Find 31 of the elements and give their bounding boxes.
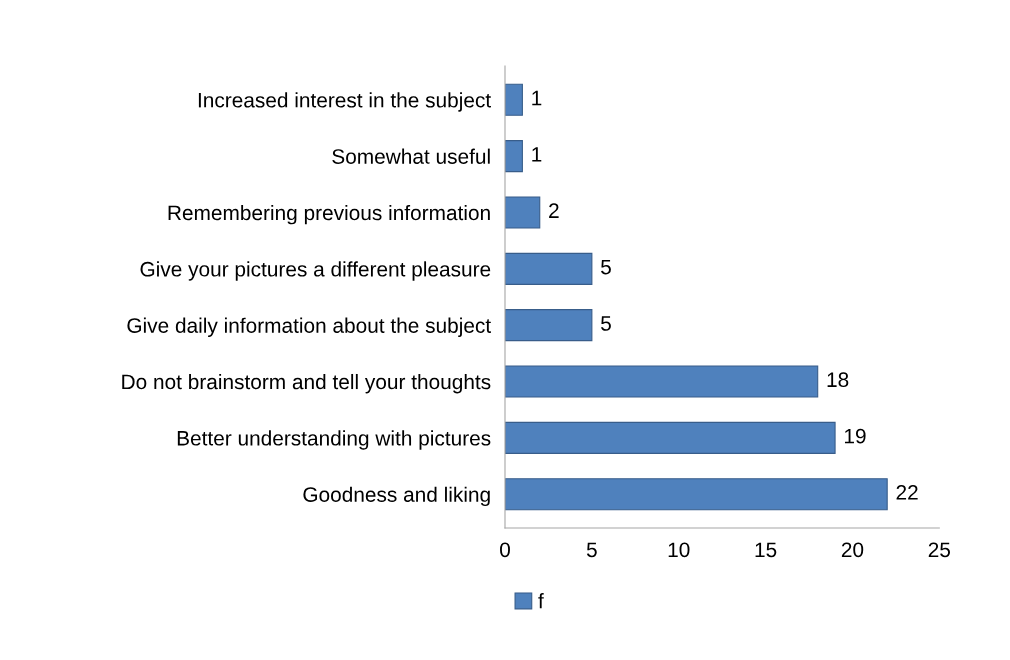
bar bbox=[505, 421, 836, 454]
y-tick-label: Increased interest in the subject bbox=[198, 92, 491, 112]
y-tick-label: Somewhat useful bbox=[332, 148, 490, 164]
data-label: 1 bbox=[532, 90, 542, 106]
bar bbox=[505, 140, 523, 173]
data-label: 19 bbox=[844, 428, 866, 444]
x-tick-label: 10 bbox=[668, 542, 690, 558]
y-tick-label: Better understanding with pictures bbox=[177, 430, 491, 450]
y-tick-label: Give daily information about the subject bbox=[127, 317, 491, 338]
x-tick-label: 25 bbox=[928, 542, 951, 558]
x-tick-label: 5 bbox=[586, 542, 597, 558]
bar bbox=[505, 365, 819, 398]
bar bbox=[505, 252, 593, 285]
data-label: 2 bbox=[549, 203, 559, 218]
bar bbox=[505, 196, 541, 229]
legend-label: f bbox=[538, 593, 544, 609]
data-label: 22 bbox=[896, 485, 918, 500]
y-tick-label: Give your pictures a different pleasure bbox=[140, 261, 491, 281]
data-label: 18 bbox=[827, 372, 849, 388]
bar bbox=[505, 83, 523, 116]
data-label: 5 bbox=[601, 316, 611, 331]
x-tick-label: 15 bbox=[755, 542, 777, 558]
y-tick-label: Goodness and liking bbox=[303, 486, 490, 507]
bar bbox=[505, 309, 593, 342]
x-tick-label: 20 bbox=[841, 542, 864, 558]
data-label: 5 bbox=[601, 259, 611, 275]
y-tick-label: Do not brainstorm and tell your thoughts bbox=[122, 373, 491, 394]
bar bbox=[505, 478, 888, 511]
y-tick-label: Remembering previous information bbox=[168, 204, 490, 225]
data-label: 1 bbox=[532, 147, 542, 162]
x-tick-label: 0 bbox=[500, 542, 510, 558]
